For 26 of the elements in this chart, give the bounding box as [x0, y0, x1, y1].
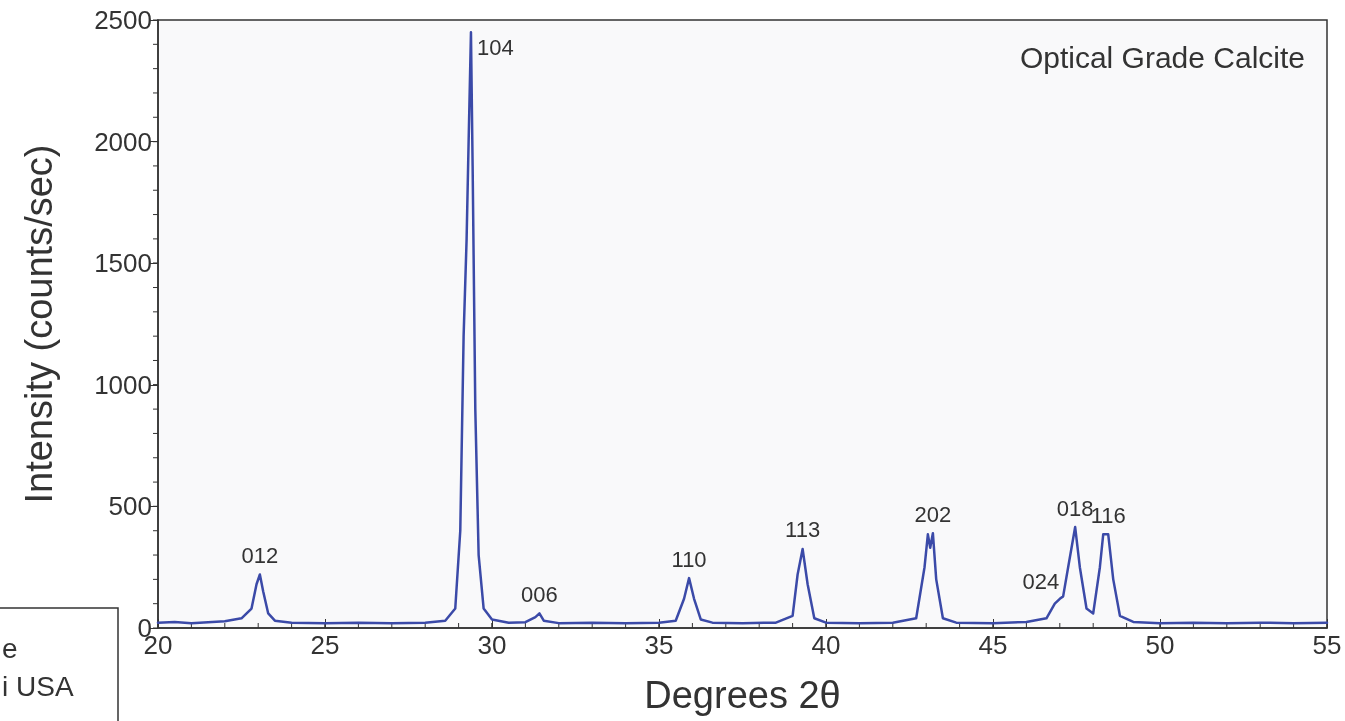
annotation: 006: [521, 581, 558, 607]
x-tick-label: 55: [1312, 630, 1342, 660]
text: e: [2, 632, 18, 664]
x-tick-label: 25: [310, 630, 340, 660]
annotation: 113: [785, 517, 821, 543]
x-tick-label: 40: [811, 630, 841, 660]
x-tick-label: 35: [644, 630, 674, 660]
y-tick-label: 1500: [94, 248, 152, 279]
y-tick-label: 2000: [94, 126, 152, 157]
annotation: 202: [914, 501, 952, 527]
x-axis-title: Degrees 2θ: [644, 674, 841, 716]
text: i USA: [2, 670, 74, 702]
x-tick-label: 30: [477, 630, 507, 660]
x-tick-label: 45: [978, 630, 1008, 660]
line-series: [156, 30, 1329, 625]
annotation: 104: [476, 34, 514, 60]
y-tick-label: 500: [108, 491, 152, 522]
y-tick-label: 1000: [94, 369, 152, 400]
y-tick-label: 2500: [94, 5, 152, 35]
text: Optical Grade Calcite: [1019, 40, 1305, 74]
annotation: 110: [671, 546, 707, 572]
x-tick-label: 50: [1145, 630, 1175, 660]
y-axis-title: Intensity (counts/sec): [18, 144, 60, 504]
annotation: 024: [1022, 568, 1060, 594]
annotation: 018: [1056, 495, 1094, 521]
annotation: 012: [241, 543, 279, 568]
